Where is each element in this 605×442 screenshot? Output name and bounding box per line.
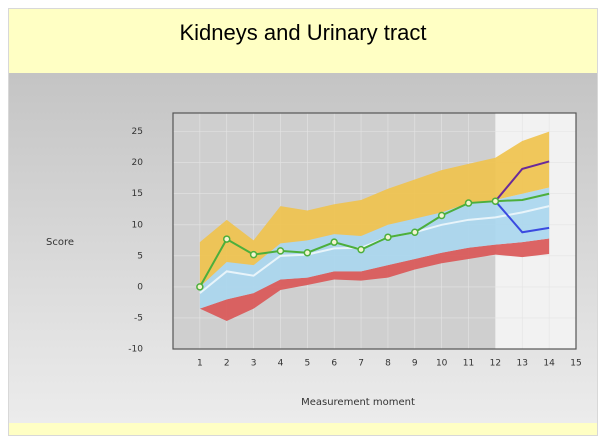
x-tick-label: 10: [436, 359, 448, 369]
x-tick-label: 6: [331, 359, 337, 369]
x-tick-label: 12: [490, 359, 501, 369]
y-tick-label: 20: [132, 158, 144, 168]
x-axis-label: Measurement moment: [301, 397, 415, 408]
y-tick-label: -5: [134, 313, 143, 323]
data-point: [437, 211, 446, 220]
chart: Score Measurement moment -10-50510152025…: [46, 112, 582, 408]
x-tick-label: 5: [304, 359, 310, 369]
data-point: [411, 228, 419, 236]
data-point: [330, 238, 338, 246]
data-point: [384, 233, 392, 241]
x-tick-label: 2: [224, 359, 230, 369]
y-tick-label: 15: [132, 189, 143, 199]
series-line: [494, 200, 550, 234]
band-area: [199, 187, 550, 309]
y-tick-label: 5: [137, 251, 143, 261]
x-tick-label: 7: [358, 359, 364, 369]
x-tick-label: 4: [278, 359, 284, 369]
series-line: [494, 160, 550, 202]
data-point: [491, 197, 500, 205]
x-tick-label: 9: [412, 359, 418, 369]
y-tick-label: 25: [132, 127, 143, 137]
x-tick-label: 1: [197, 359, 203, 369]
x-tick-label: 8: [385, 359, 391, 369]
footer: [9, 423, 597, 435]
y-axis-label: Score: [46, 237, 74, 248]
plot-border: [172, 112, 577, 350]
window: Kidneys and Urinary tract Score Measurem…: [8, 8, 598, 436]
x-tick-label: 3: [251, 359, 257, 369]
x-tick-label: 11: [463, 359, 474, 369]
band-area: [199, 131, 550, 287]
data-point: [357, 245, 365, 254]
band-area: [199, 238, 550, 322]
data-point: [464, 199, 473, 207]
y-tick-label: -10: [128, 345, 143, 355]
series-line: [495, 192, 550, 203]
x-tick-label: 14: [543, 359, 555, 369]
header: Kidneys and Urinary tract: [9, 9, 597, 73]
y-tick-label: 10: [132, 220, 144, 230]
data-point: [249, 250, 258, 259]
data-point: [222, 235, 231, 243]
y-tick-label: 0: [137, 282, 143, 292]
x-tick-label: 13: [517, 359, 528, 369]
x-tick-label: 15: [570, 359, 581, 369]
title: Kidneys and Urinary tract: [179, 20, 427, 45]
data-point: [303, 248, 312, 257]
series-line: [198, 200, 496, 288]
data-point: [196, 283, 204, 291]
data-point: [276, 247, 285, 255]
